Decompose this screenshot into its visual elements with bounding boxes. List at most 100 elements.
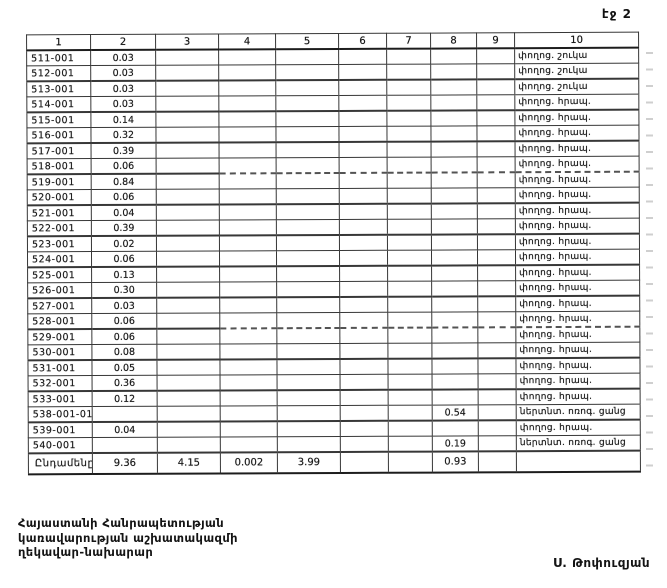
cell-col-4	[219, 219, 277, 236]
signatory-name: Ս. Թոփուզյան	[553, 556, 651, 570]
cell-col-3	[156, 250, 220, 267]
cell-col-3	[156, 142, 220, 159]
cell-col-9	[476, 63, 515, 80]
cell-col-9	[477, 141, 516, 157]
cell-col-9	[477, 218, 516, 235]
cell-col-1: 530-001	[27, 344, 92, 361]
cell-col-6	[340, 436, 389, 452]
cell-col-1: 540-001	[28, 437, 93, 454]
cell-col-3	[157, 374, 221, 391]
cell-col-7	[386, 79, 431, 96]
cell-col-8	[431, 156, 478, 173]
cell-col-2: 0.02	[91, 235, 157, 252]
header-col-6: 6	[338, 33, 387, 49]
cell-col-8	[431, 342, 478, 359]
cell-col-6	[340, 420, 389, 437]
cell-col-3	[155, 126, 220, 143]
cell-col-9	[477, 311, 516, 328]
cell-col-5	[276, 250, 340, 267]
cell-col-9	[478, 420, 517, 436]
cell-col-8	[432, 373, 479, 390]
cell-col-5	[277, 420, 341, 437]
cell-col-8	[430, 110, 477, 127]
cell-col-10: փողոց. հրապ.	[514, 125, 640, 142]
cell-col-1: 519-001	[27, 174, 92, 190]
cell-col-7	[386, 95, 431, 111]
cell-col-6	[338, 110, 387, 127]
cell-col-3	[156, 173, 220, 190]
cell-col-8	[430, 79, 477, 96]
cell-col-3	[155, 80, 219, 97]
cell-col-7	[386, 126, 432, 142]
cell-col-5	[276, 281, 340, 298]
cell-col-8: 0.19	[432, 435, 479, 452]
cell-col-7	[388, 405, 433, 421]
total-col-5: 3.99	[277, 451, 341, 474]
total-col-7	[388, 451, 433, 473]
cell-col-10: փողոց. հրապ.	[515, 326, 640, 343]
cell-col-9	[477, 296, 516, 312]
cell-col-4	[219, 297, 277, 313]
cell-col-10: փողոց. հրապ.	[515, 218, 640, 235]
cell-col-3	[157, 405, 221, 422]
cell-col-1: 514-001	[26, 96, 91, 113]
cell-col-9	[477, 187, 516, 204]
cell-col-8	[431, 249, 478, 266]
cell-col-3	[157, 436, 221, 453]
total-col-10	[516, 450, 641, 473]
cell-col-7	[387, 141, 432, 158]
cell-col-2: 0.04	[92, 421, 158, 438]
cell-col-2: 0.13	[91, 266, 157, 283]
cell-col-3	[156, 204, 220, 221]
cell-col-2: 0.32	[90, 127, 157, 144]
cell-col-5	[276, 172, 340, 189]
cell-col-6	[339, 327, 388, 344]
cell-col-6	[339, 312, 388, 328]
header-col-4: 4	[218, 33, 276, 50]
cell-col-8	[431, 311, 478, 328]
cell-col-5	[276, 157, 340, 174]
cell-col-10: փողոց. հրապ.	[515, 295, 640, 312]
cell-col-9	[477, 234, 516, 250]
cell-col-1: 527-001	[27, 298, 92, 314]
cell-col-1: 521-001	[27, 205, 92, 221]
org-line-3: ղեկավար-նախարար	[18, 545, 154, 559]
cell-col-4	[219, 328, 277, 344]
cell-col-2: 0.06	[91, 328, 157, 345]
cell-col-3	[157, 421, 221, 438]
total-col-4: 0.002	[220, 452, 278, 474]
cell-col-4	[219, 312, 277, 329]
cell-col-3	[156, 343, 220, 360]
cell-col-10: ներտնտ. ոռոգ. ցանց	[516, 404, 641, 421]
cell-col-7	[388, 436, 433, 452]
cell-col-7	[387, 250, 432, 266]
cell-col-2: 0.14	[90, 111, 156, 128]
cell-col-6	[339, 296, 388, 313]
cell-col-1: 520-001	[27, 189, 92, 206]
cell-col-2	[92, 437, 158, 454]
cell-col-5	[276, 219, 340, 236]
cell-col-7	[386, 110, 431, 127]
cell-col-6	[338, 126, 388, 142]
cell-col-10: փողոց. հրապ.	[515, 342, 640, 359]
cell-col-9	[477, 342, 516, 359]
cell-col-10: փողոց. հրապ.	[515, 187, 640, 204]
cell-col-4	[218, 80, 276, 96]
cell-col-3	[156, 328, 220, 345]
cell-col-2: 0.03	[90, 49, 156, 66]
cell-col-4	[218, 126, 277, 143]
cell-col-9	[477, 280, 516, 297]
cell-col-4	[219, 142, 277, 158]
cell-col-3	[156, 157, 220, 174]
table-footer: Ընդամենը 9.36 4.15 0.002 3.99 0.93	[28, 450, 641, 475]
cell-col-3	[156, 266, 220, 283]
header-col-5: 5	[275, 33, 339, 50]
cell-col-5	[276, 327, 340, 344]
cell-col-5	[277, 374, 341, 391]
cell-col-8	[430, 48, 477, 65]
cell-col-6	[340, 405, 389, 421]
cell-col-6	[338, 48, 387, 65]
cell-col-7	[387, 157, 432, 173]
cell-col-10: փողոց. շուկա	[514, 63, 639, 80]
